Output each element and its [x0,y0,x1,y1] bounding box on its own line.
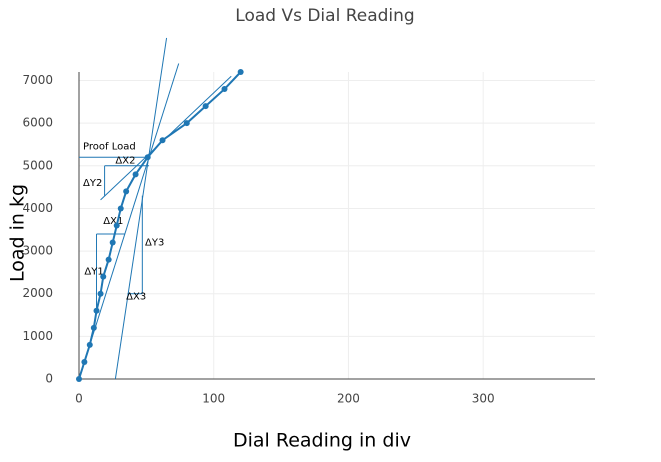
data-point [90,324,97,331]
data-point [105,256,112,263]
annotation: ΔY1 [84,267,103,278]
y-tick-label: 2000 [22,286,53,300]
data-point [86,341,93,348]
data-point [144,154,151,161]
y-tick-label: 6000 [22,116,53,130]
y-tick-label: 7000 [22,73,53,87]
data-point [202,103,209,110]
x-tick-label: 300 [472,392,495,406]
data-point [159,137,166,144]
x-tick-label: 100 [202,392,225,406]
annotation: ΔX1 [103,216,123,227]
data-point [117,205,124,212]
annotation: Proof Load [83,142,136,153]
data-point [109,239,116,246]
y-tick-label: 3000 [22,244,53,258]
data-point [237,69,244,75]
data-point [93,307,100,314]
y-tick-label: 1000 [22,329,53,343]
x-tick-label: 0 [75,392,83,406]
data-point [81,358,88,365]
annotation: ΔX2 [115,155,135,166]
data-point [132,171,139,178]
construction-line [78,63,180,380]
y-axis-title: Load in kg [7,184,29,282]
data-point [113,222,120,229]
data-point [221,86,228,93]
y-tick-label: 5000 [22,158,53,172]
y-tick-label: 4000 [22,201,53,215]
annotation: ΔY3 [145,238,164,249]
x-tick-label: 200 [337,392,360,406]
chart-title: Load Vs Dial Reading [235,6,414,26]
data-point [183,120,190,127]
y-tick-label: 0 [45,372,53,386]
annotation: ΔX3 [126,292,146,303]
data-point [123,188,130,195]
data-point [100,273,107,280]
annotation: ΔY2 [83,178,102,189]
data-point [76,376,82,382]
x-axis-title: Dial Reading in div [233,430,411,452]
construction-line [114,37,168,380]
data-point [97,290,104,297]
